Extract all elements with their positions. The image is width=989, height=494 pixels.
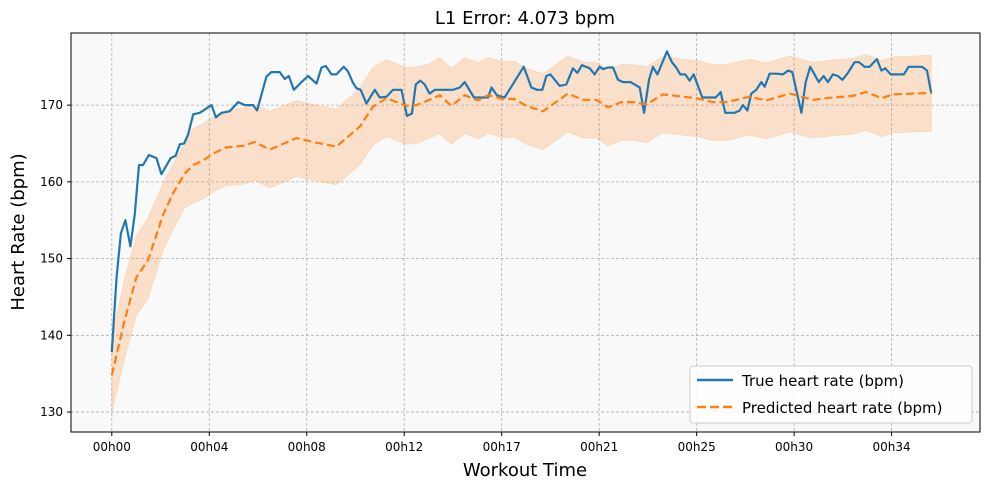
x-axis-label: Workout Time	[463, 460, 587, 481]
x-tick-label: 00h08	[288, 440, 326, 454]
y-axis-label: Heart Rate (bpm)	[8, 153, 29, 310]
x-tick-label: 00h30	[775, 440, 813, 454]
y-axis: 130 140 150 160 170	[40, 98, 71, 419]
x-axis: 00h00 00h04 00h08 00h12 00h17 00h21 00h25 00h30…	[93, 432, 911, 454]
legend-label-true: True heart rate (bpm)	[741, 372, 904, 390]
legend-label-predicted: Predicted heart rate (bpm)	[742, 399, 943, 417]
legend: True heart rate (bpm) Predicted heart ra…	[690, 366, 972, 423]
x-tick-label: 00h04	[190, 440, 228, 454]
x-tick-label: 00h34	[873, 440, 911, 454]
x-tick-label: 00h17	[483, 440, 521, 454]
x-tick-label: 00h12	[385, 440, 423, 454]
y-tick-label: 140	[40, 328, 63, 342]
x-tick-label: 00h00	[93, 440, 131, 454]
x-tick-label: 00h25	[678, 440, 716, 454]
y-tick-label: 170	[40, 98, 63, 112]
chart-title: L1 Error: 4.073 bpm	[435, 8, 615, 29]
y-tick-label: 160	[40, 175, 63, 189]
y-tick-label: 130	[40, 405, 63, 419]
x-tick-label: 00h21	[580, 440, 618, 454]
y-tick-label: 150	[40, 252, 63, 266]
